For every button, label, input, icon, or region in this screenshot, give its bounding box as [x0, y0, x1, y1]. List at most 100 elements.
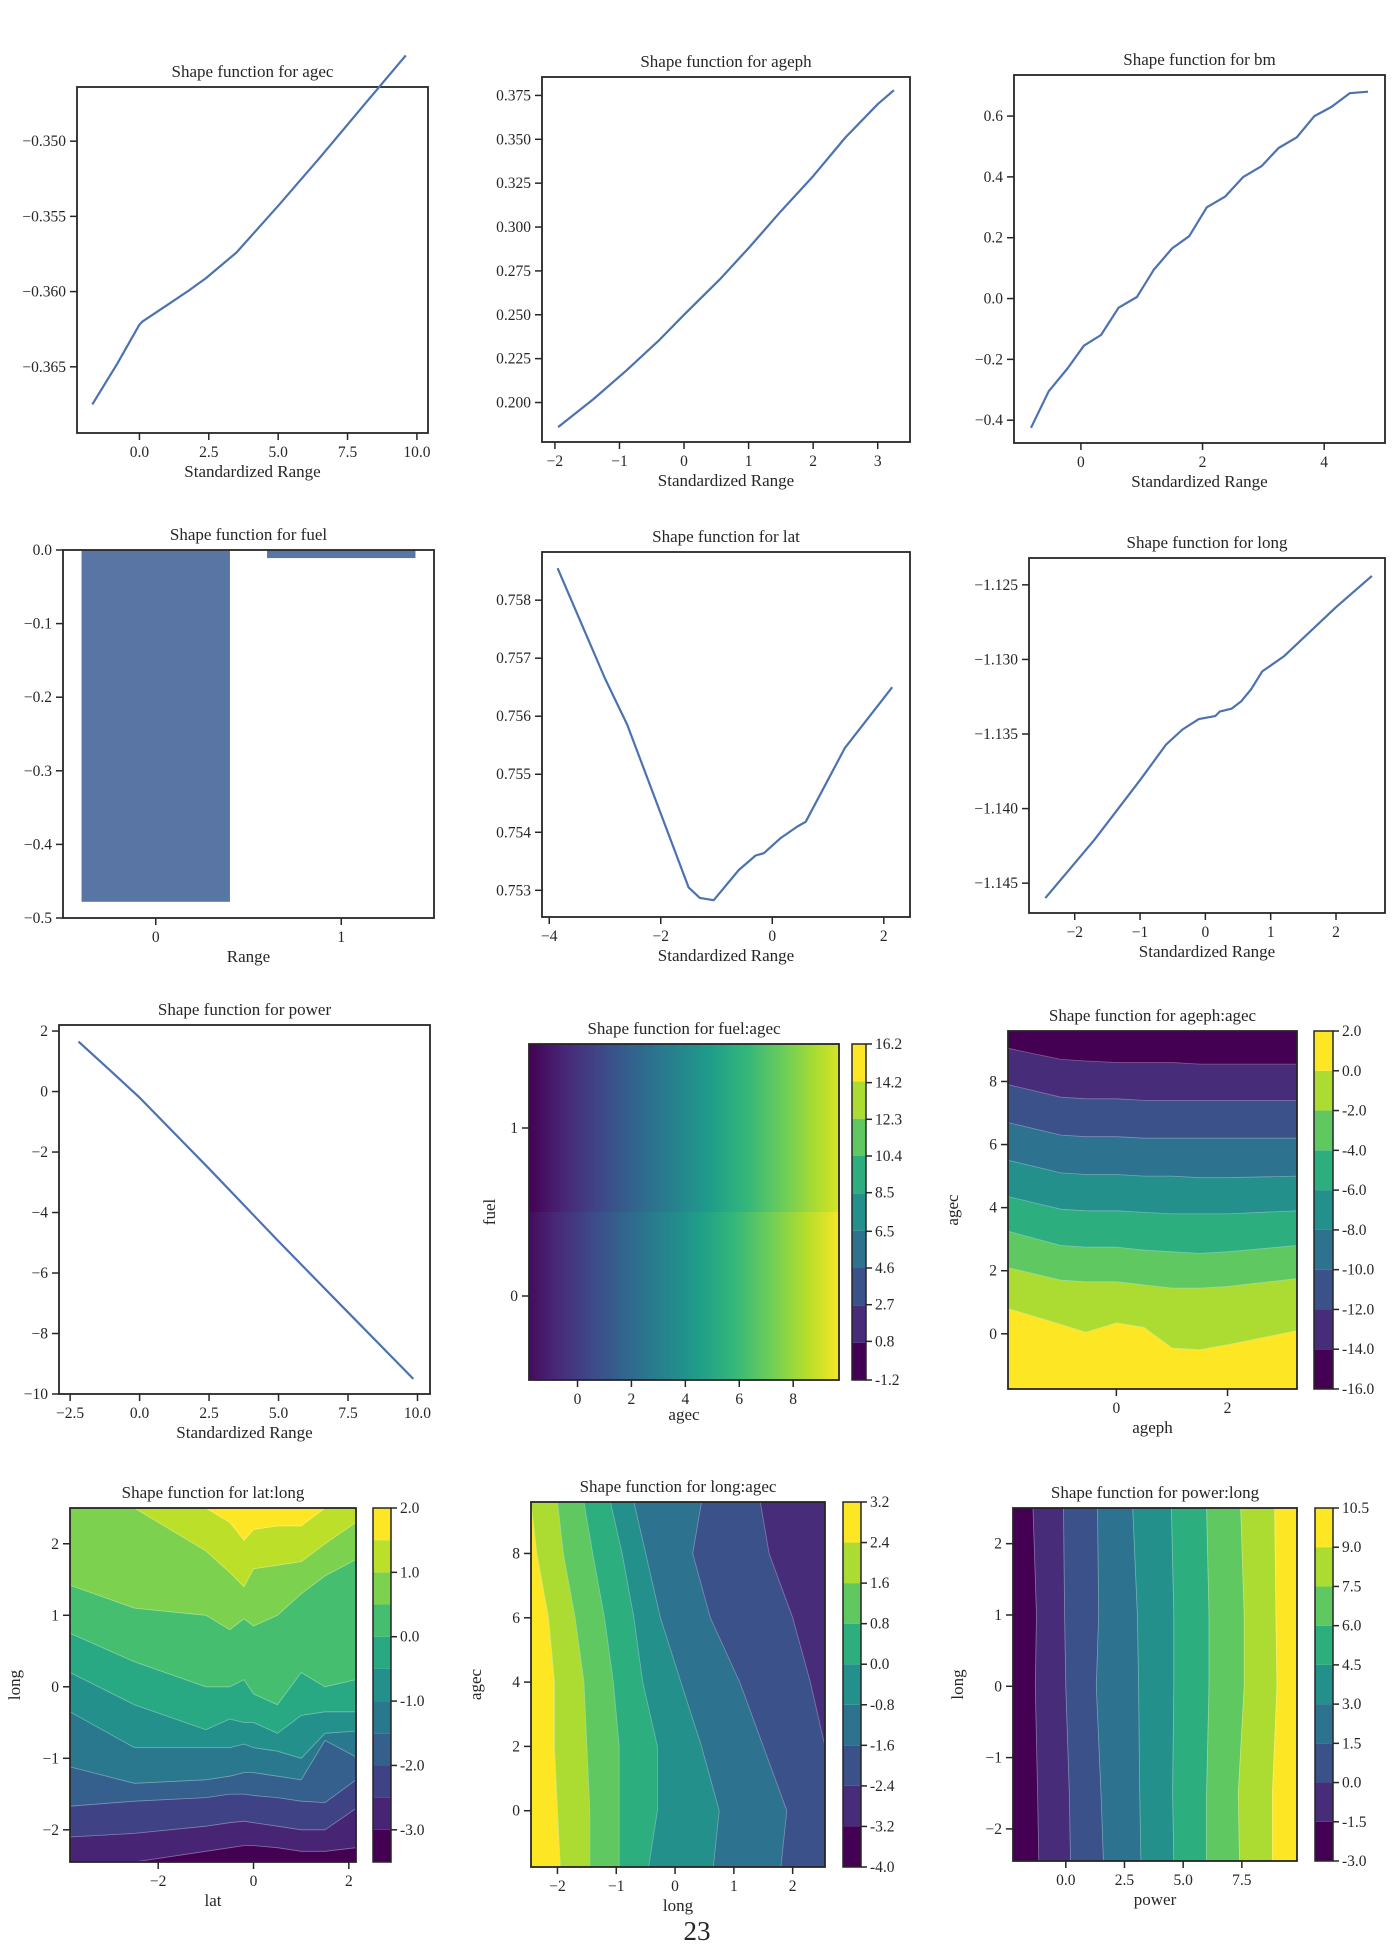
- chart-fuel_agec-heat-cell: [605, 1044, 609, 1212]
- chart-fuel_agec-colorbar-band: [852, 1305, 866, 1343]
- chart-power_long-colorbar-label: 6.0: [1342, 1618, 1362, 1635]
- chart-fuel_agec-heat-cell: [695, 1212, 699, 1380]
- chart-fuel_agec-colorbar-band: [852, 1193, 866, 1231]
- chart-fuel-title: Shape function for fuel: [170, 525, 327, 544]
- chart-agec-xtick-label: 7.5: [338, 444, 358, 461]
- chart-power-xtick-label: 10.0: [404, 1405, 431, 1422]
- chart-power_long-xtick-label: 5.0: [1173, 1872, 1193, 1889]
- chart-fuel_agec-heat-cell: [551, 1044, 555, 1212]
- chart-fuel_agec-heat-cell: [748, 1212, 753, 1380]
- chart-long_agec-colorbar-label: -3.2: [870, 1818, 895, 1835]
- chart-long_agec-colorbar-label: 1.6: [870, 1575, 890, 1592]
- chart-fuel_agec-heat-cell: [571, 1044, 575, 1212]
- chart-fuel_agec-heat-cell: [613, 1212, 617, 1380]
- chart-long_agec-colorbar-band: [843, 1745, 861, 1786]
- chart-long_agec-colorbar-band: [843, 1583, 861, 1624]
- chart-fuel_agec-heat-cell: [568, 1044, 572, 1212]
- chart-lat_long-colorbar-label: 1.0: [400, 1564, 420, 1581]
- chart-fuel_agec-heat-cell: [641, 1044, 646, 1212]
- chart-fuel_agec-heat-cell: [602, 1212, 606, 1380]
- chart-fuel_agec-heat-cell: [554, 1212, 558, 1380]
- chart-agec-ytick-label: −0.355: [22, 208, 66, 225]
- chart-power_long-colorbar-label: 10.5: [1342, 1500, 1369, 1517]
- chart-fuel_agec-heat-cell: [684, 1044, 688, 1212]
- chart-lat_long-xlabel: lat: [205, 1891, 222, 1910]
- chart-fuel_agec-heat-cell: [644, 1044, 648, 1212]
- chart-ageph_agec-ytick-label: 6: [989, 1137, 997, 1154]
- chart-long-xtick-label: −1: [1132, 924, 1149, 941]
- chart-fuel_agec-heat-cell: [624, 1212, 629, 1380]
- chart-long-ytick-label: −1.125: [974, 577, 1018, 594]
- chart-long_agec-xtick-label: 0: [671, 1878, 679, 1895]
- chart-fuel_agec-heat-cell: [824, 1044, 829, 1212]
- chart-fuel_agec-heat-cell: [731, 1212, 736, 1380]
- chart-fuel_agec-heat-cell: [737, 1212, 741, 1380]
- chart-bm-ytick-label: 0.6: [984, 108, 1004, 125]
- chart-fuel-bar: [81, 550, 230, 902]
- chart-lat-xtick-label: 0: [768, 928, 776, 945]
- chart-fuel_agec-heat-cell: [729, 1044, 733, 1212]
- chart-fuel_agec-heat-cell: [754, 1212, 758, 1380]
- chart-fuel_agec-heat-cell: [560, 1212, 564, 1380]
- chart-fuel_agec-heat-cell: [579, 1212, 584, 1380]
- chart-ageph_agec-colorbar-band: [1314, 1229, 1333, 1270]
- chart-fuel_agec-heat-cell: [672, 1212, 677, 1380]
- chart-fuel_agec-heat-cell: [565, 1044, 570, 1212]
- chart-lat-ytick-label: 0.753: [496, 882, 531, 899]
- chart-fuel_agec-heat-cell: [805, 1212, 809, 1380]
- chart-fuel_agec-heat-cell: [681, 1044, 685, 1212]
- chart-fuel-xtick-label: 0: [152, 929, 160, 946]
- chart-fuel_agec-heat-cell: [751, 1044, 756, 1212]
- chart-fuel_agec-heat-cell: [537, 1044, 541, 1212]
- chart-power_long-ylabel: long: [948, 1669, 967, 1700]
- chart-fuel_agec-colorbar-band: [852, 1118, 866, 1156]
- chart-fuel_agec-heat-cell: [813, 1212, 818, 1380]
- chart-lat_long-xtick-label: 2: [345, 1873, 353, 1890]
- chart-long_agec-contour-line: [633, 1501, 720, 1868]
- chart-lat_long-contour-line: [69, 1632, 357, 1706]
- chart-fuel-ytick-label: −0.3: [24, 763, 52, 780]
- chart-fuel_agec-heat-cell: [664, 1044, 668, 1212]
- chart-lat_long-colorbar-band: [373, 1765, 391, 1798]
- chart-fuel_agec-heat-cell: [627, 1044, 632, 1212]
- chart-fuel_agec-heat-cell: [813, 1044, 818, 1212]
- chart-fuel_agec-colorbar-label: -1.2: [875, 1372, 900, 1389]
- chart-power_long-xlabel: power: [1134, 1890, 1177, 1909]
- chart-fuel_agec-heat-cell: [774, 1212, 778, 1380]
- chart-fuel_agec-heat-cell: [602, 1044, 606, 1212]
- chart-fuel_agec-heat-cell: [661, 1212, 665, 1380]
- chart-ageph_agec-axes-frame: [1007, 1030, 1298, 1390]
- chart-power_long-contour-line: [1272, 1507, 1278, 1861]
- chart-power_long-colorbar-label: -1.5: [1342, 1814, 1367, 1831]
- chart-fuel_agec-heat-cell: [743, 1212, 747, 1380]
- chart-fuel_agec-heat-cell: [717, 1044, 722, 1212]
- chart-fuel-ytick-label: −0.5: [24, 910, 52, 927]
- chart-agec-axes-frame: [76, 86, 429, 434]
- chart-power-ytick-label: −6: [32, 1265, 49, 1282]
- chart-fuel_agec-heat-cell: [529, 1212, 533, 1380]
- chart-power_long-ytick-label: −1: [986, 1750, 1003, 1767]
- chart-fuel_agec-heat-cell: [655, 1044, 660, 1212]
- chart-fuel_agec-heat-cell: [746, 1212, 750, 1380]
- chart-long-xtick-label: 1: [1267, 924, 1275, 941]
- chart-fuel_agec-heat-cell: [582, 1044, 586, 1212]
- chart-power-series-line: [77, 1040, 415, 1380]
- chart-power_long-colorbar-label: 7.5: [1342, 1578, 1362, 1595]
- chart-lat_long-colorbar-band: [373, 1797, 391, 1830]
- chart-lat_long-contour-line: [69, 1808, 357, 1838]
- chart-fuel_agec-heat-cell: [681, 1212, 685, 1380]
- chart-power_long-contour-band: [1095, 1507, 1142, 1862]
- chart-long_agec-colorbar-band: [843, 1623, 861, 1665]
- chart-fuel_agec-heat-cell: [757, 1044, 761, 1212]
- chart-power_long-contour-line: [1032, 1507, 1040, 1862]
- chart-fuel_agec-heat-cell: [777, 1212, 781, 1380]
- chart-fuel_agec-colorbar-label: 2.7: [875, 1297, 895, 1314]
- chart-power_long-colorbar-label: 3.0: [1342, 1696, 1362, 1713]
- chart-long_agec-ytick-label: 8: [512, 1545, 520, 1562]
- chart-power_long-title: Shape function for power:long: [1051, 1483, 1260, 1502]
- chart-long-xlabel: Standardized Range: [1139, 942, 1275, 961]
- chart-long_agec-xtick-label: 1: [730, 1878, 738, 1895]
- chart-fuel_agec-heat-cell: [788, 1044, 792, 1212]
- chart-power-xtick-label: 5.0: [269, 1405, 289, 1422]
- chart-fuel_agec-xlabel: agec: [668, 1405, 700, 1424]
